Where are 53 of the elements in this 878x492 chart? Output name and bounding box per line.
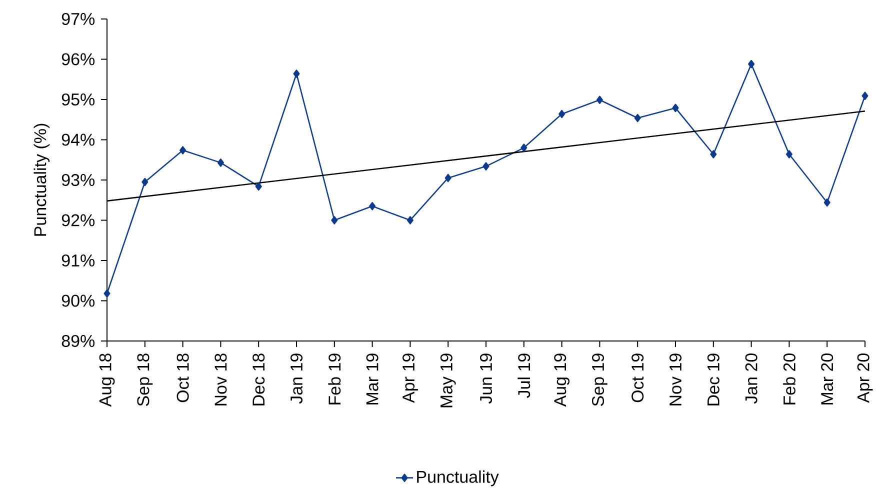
- point: [255, 182, 262, 191]
- x-tick-label: Jan 20: [745, 354, 758, 404]
- y-axis-title: Punctuality (%): [34, 124, 50, 236]
- point: [748, 60, 755, 68]
- x-tick-label: Sep 18: [137, 354, 153, 406]
- point: [672, 104, 679, 112]
- point: [824, 198, 830, 207]
- x-tick-label: Jun 19: [480, 354, 492, 404]
- x-tick-label: Oct 18: [176, 354, 189, 402]
- x-tick-label: May 19: [440, 354, 456, 408]
- x-tick-label: Oct 19: [632, 354, 644, 402]
- x-tick-label: Dec 18: [252, 354, 265, 406]
- x-tick-label: Nov 19: [669, 354, 682, 406]
- point: [406, 216, 414, 224]
- x-tick-label: Jul 19: [518, 354, 530, 398]
- point: [293, 70, 300, 78]
- y-tick-label: 92%: [62, 214, 95, 226]
- y-tick-label: 89%: [62, 334, 95, 348]
- point: [180, 146, 186, 154]
- point: [331, 216, 338, 224]
- point: [634, 114, 641, 122]
- x-tick-label: Mar 19: [366, 354, 378, 404]
- y-tick-label: 91%: [62, 254, 95, 267]
- x-tick-label: Apr 20: [857, 354, 873, 403]
- point: [558, 110, 566, 118]
- point: [482, 162, 490, 170]
- point: [369, 202, 376, 210]
- legend-label: Punctuality: [417, 470, 499, 486]
- point: [520, 144, 528, 152]
- x-tick-label: Dec 19: [707, 354, 720, 406]
- x-tick-label: Jan 19: [290, 354, 303, 404]
- y-tick-label: 94%: [62, 134, 95, 146]
- x-tick-label: Nov 18: [214, 354, 227, 406]
- point: [786, 150, 792, 158]
- point: [862, 92, 868, 100]
- y-tick-label: 95%: [62, 93, 95, 106]
- point: [142, 178, 148, 186]
- point: [710, 150, 717, 158]
- y-tick-label: 93%: [62, 174, 95, 186]
- x-tick-label: Mar 20: [821, 354, 834, 404]
- y-tick-label: 96%: [62, 53, 95, 66]
- x-tick-label: Sep 19: [592, 354, 608, 406]
- y-tick-label: 90%: [62, 294, 95, 307]
- x-tick-label: Aug 18: [99, 354, 115, 407]
- x-tick-label: Feb 19: [328, 354, 341, 404]
- point: [444, 174, 452, 182]
- x-tick-label: Aug 19: [554, 354, 570, 407]
- point: [217, 158, 224, 167]
- point: [596, 96, 603, 104]
- x-tick-label: Apr 19: [402, 354, 418, 403]
- y-tick-label: 97%: [62, 12, 95, 26]
- x-tick-label: Feb 20: [782, 354, 796, 404]
- point: [104, 289, 110, 298]
